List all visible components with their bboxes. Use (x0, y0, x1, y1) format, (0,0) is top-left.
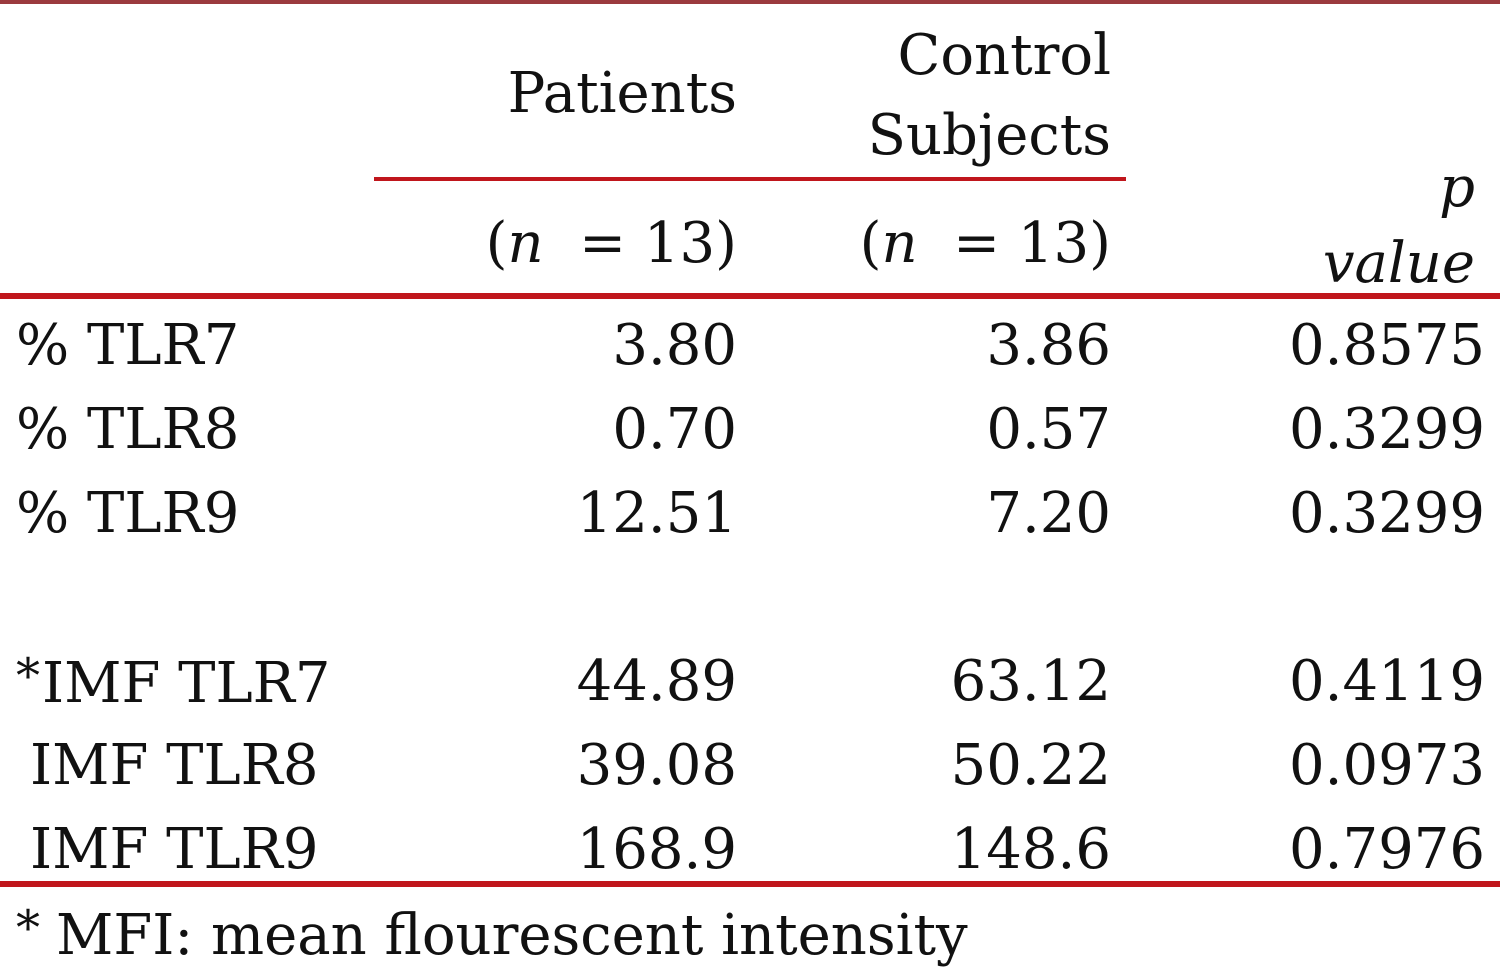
row-p: 0.3299 (1289, 481, 1485, 546)
header-p-value: value (1322, 231, 1475, 296)
header-p: p (1439, 155, 1475, 220)
row-p: 0.7976 (1289, 817, 1485, 882)
row-label: % TLR9 (16, 481, 240, 546)
row-patients: 3.80 (612, 313, 737, 378)
row-controls: 148.6 (950, 817, 1111, 882)
row-patients: 44.89 (576, 649, 737, 714)
row-patients: 0.70 (612, 397, 737, 462)
header-rule (0, 293, 1500, 299)
row-controls: 7.20 (986, 481, 1111, 546)
header-patients-n: (n = 13) (485, 211, 737, 276)
row-patients: 12.51 (576, 481, 737, 546)
row-p: 0.3299 (1289, 397, 1485, 462)
header-patients: Patients (507, 61, 737, 126)
row-patients: 168.9 (576, 817, 737, 882)
row-label: *IMF TLR7 (16, 648, 331, 716)
row-label: IMF TLR8 (30, 733, 319, 798)
row-label: % TLR8 (16, 397, 240, 462)
row-patients: 39.08 (576, 733, 737, 798)
row-controls: 0.57 (986, 397, 1111, 462)
header-controls-line2: Subjects (867, 103, 1111, 168)
bottom-rule (0, 881, 1500, 887)
row-label: IMF TLR9 (30, 817, 319, 882)
header-controls-n: (n = 13) (859, 211, 1111, 276)
row-label: % TLR7 (16, 313, 240, 378)
row-p: 0.8575 (1289, 313, 1485, 378)
footnote: * MFI: mean flourescent intensity (16, 900, 968, 968)
asterisk-marker: * (16, 648, 40, 704)
row-p: 0.0973 (1289, 733, 1485, 798)
top-rule (0, 0, 1500, 4)
row-controls: 3.86 (986, 313, 1111, 378)
footnote-asterisk: * (16, 900, 40, 956)
row-controls: 50.22 (950, 733, 1111, 798)
header-controls-line1: Control (897, 23, 1111, 88)
row-controls: 63.12 (950, 649, 1111, 714)
row-p: 0.4119 (1289, 649, 1485, 714)
group-rule (374, 177, 1126, 181)
